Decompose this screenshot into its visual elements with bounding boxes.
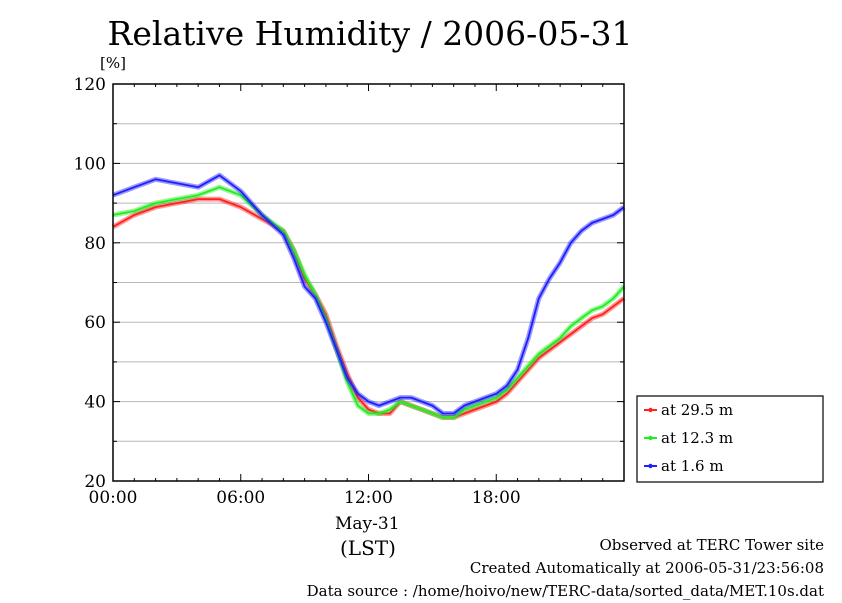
footer-site-line: Observed at TERC Tower site	[599, 536, 824, 554]
x-tick-label: 12:00	[344, 488, 393, 508]
series-line-3	[112, 174, 625, 415]
legend-marker-2	[648, 435, 653, 441]
x-tick-label: 00:00	[89, 488, 138, 508]
legend-marker-1	[648, 407, 653, 413]
y-tick-label: 20	[84, 472, 106, 492]
y-tick-label: 80	[84, 234, 106, 254]
legend-label-2: at 12.3 m	[661, 429, 733, 447]
x-axis-date-label: May-31	[335, 514, 400, 534]
series-band-1	[111, 196, 626, 420]
series-band-3	[112, 172, 626, 416]
legend-box	[636, 395, 824, 483]
chart-title: Relative Humidity / 2006-05-31	[107, 14, 633, 53]
y-axis-unit: [%]	[100, 54, 126, 72]
y-tick-label: 120	[74, 75, 106, 95]
legend-label-3: at 1.6 m	[661, 457, 724, 475]
legend: at 29.5 m at 12.3 m at 1.6 m	[636, 395, 824, 483]
series-line-1	[112, 198, 625, 419]
legend-marker-3	[648, 463, 653, 469]
x-tick-label: 06:00	[216, 488, 265, 508]
footer-info: Observed at TERC Tower site Created Auto…	[307, 534, 824, 603]
y-tick-label: 100	[74, 154, 106, 174]
y-tick-label: 40	[84, 393, 106, 413]
y-tick-label: 60	[84, 313, 106, 333]
footer-source-line: Data source : /home/hoivo/new/TERC-data/…	[306, 582, 824, 600]
plot-frame	[112, 83, 625, 482]
series-line-2	[112, 186, 625, 419]
x-axis-timezone-label: (LST)	[340, 536, 396, 560]
legend-label-1: at 29.5 m	[661, 401, 733, 419]
footer-created-line: Created Automatically at 2006-05-31/23:5…	[469, 559, 824, 577]
series-band-2	[112, 184, 626, 420]
x-tick-label: 18:00	[472, 488, 521, 508]
